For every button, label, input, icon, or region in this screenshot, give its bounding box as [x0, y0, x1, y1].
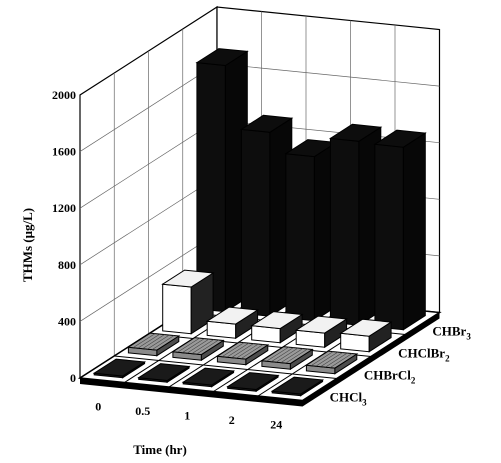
bar-top	[239, 114, 294, 133]
bar-series-0-cat-3	[226, 372, 280, 393]
bar-top	[195, 48, 249, 67]
x-tick-label: 0.5	[135, 404, 150, 418]
floor-front-edge	[80, 378, 303, 407]
bar-front	[240, 128, 271, 317]
bar-top	[137, 363, 191, 382]
bar-hatch	[266, 346, 289, 362]
bar-hatch	[315, 351, 339, 367]
bar-series-0-cat-2	[181, 367, 236, 388]
bar-hatch	[325, 352, 348, 368]
bar-hatch	[137, 333, 161, 349]
bar-series-0-cat-4	[270, 376, 325, 397]
series-label-base: CHBrCl	[364, 368, 411, 383]
bar-top	[226, 372, 280, 391]
bar-hatch	[329, 353, 353, 368]
bar-series-2-cat-3	[294, 315, 349, 349]
floor-side-edge	[302, 312, 440, 407]
bar-series-0-cat-1	[137, 363, 191, 384]
chart-bars	[92, 48, 427, 397]
bar-series-3-cat-4	[373, 129, 427, 331]
bar-series-2-cat-2	[250, 311, 304, 344]
y-tick-label: 0	[70, 371, 76, 385]
x-tick-label: 24	[270, 417, 282, 431]
y-tick-label: 2000	[52, 88, 76, 102]
bar-series-2-cat-0	[161, 269, 215, 335]
bar-series-1-cat-2	[215, 341, 270, 366]
bar-top	[294, 315, 349, 334]
bar-hatch	[280, 348, 303, 363]
bar-hatch	[231, 343, 254, 358]
bar-top	[328, 123, 383, 142]
series-label-base: CHCl	[330, 390, 363, 405]
series-label-3: CHBr3	[432, 324, 471, 342]
bar-top	[205, 306, 260, 325]
bar-hatch	[222, 342, 245, 357]
y-axis-label: THMs (μg/L)	[20, 208, 35, 282]
bar-hatch	[187, 338, 210, 354]
series-label-1: CHBrCl2	[364, 368, 416, 386]
bar-hatch	[191, 339, 214, 354]
bar-top	[181, 367, 236, 386]
chart-tick-labels: 0 400 800 1200 1600 2000 0 0.5 1 2 24	[52, 88, 282, 431]
bar-series-1-cat-4	[304, 350, 359, 375]
bar-series-2-cat-1	[205, 306, 260, 340]
bar-hatch	[276, 347, 299, 363]
bar-series-1-cat-0	[126, 332, 181, 357]
bar-front	[285, 153, 315, 322]
bar-series-3-cat-1	[239, 114, 294, 318]
series-label-base: CHClBr	[398, 346, 445, 361]
bar-hatch	[151, 335, 175, 350]
bar-series-1-cat-3	[260, 346, 314, 371]
series-label-subscript: 2	[411, 376, 416, 386]
bar-front	[329, 137, 360, 326]
bar-hatch	[236, 343, 259, 359]
bar-hatch	[240, 344, 264, 359]
bar-hatch	[142, 334, 165, 349]
bar-series-3-cat-3	[328, 123, 383, 327]
bar-series-0-cat-0	[92, 358, 147, 379]
bar-hatch	[182, 338, 205, 353]
bar-hatch	[311, 351, 334, 366]
x-tick-label: 2	[229, 413, 235, 427]
bar-top	[161, 269, 215, 288]
series-label-0: CHCl3	[330, 390, 368, 408]
bar-hatch	[226, 342, 250, 358]
bar-hatch	[147, 334, 170, 350]
bar-series-1-cat-1	[171, 337, 225, 362]
bar-hatch	[271, 347, 294, 362]
floor-row-line-1	[114, 355, 337, 379]
bar-top	[373, 129, 427, 148]
bar-top	[92, 358, 147, 377]
bar-front	[162, 283, 192, 335]
series-label-base: CHBr	[432, 324, 466, 339]
bar-top	[250, 311, 304, 330]
bar-hatch	[177, 337, 200, 353]
bar-front	[374, 143, 404, 331]
y-tick-label: 800	[58, 258, 76, 272]
bar-hatch	[285, 348, 308, 364]
bar-series-3-cat-2	[284, 139, 338, 322]
series-label-subscript: 3	[362, 398, 367, 408]
bar-series-2-cat-4	[339, 318, 393, 353]
bar-top	[270, 376, 325, 395]
x-tick-label: 0	[95, 399, 101, 413]
series-label-2: CHClBr2	[398, 346, 450, 364]
y-tick-label: 1200	[52, 201, 76, 215]
series-label-subscript: 3	[466, 332, 471, 342]
bar-hatch	[133, 333, 156, 348]
bar-hatch	[320, 352, 343, 367]
bar-side	[402, 132, 426, 331]
bar-hatch	[196, 339, 219, 355]
series-label-subscript: 2	[445, 354, 450, 364]
y-tick-label: 400	[58, 314, 76, 328]
x-tick-label: 1	[184, 408, 190, 422]
bar-top	[339, 318, 393, 337]
x-axis-label: Time (hr)	[133, 442, 187, 457]
y-tick-label: 1600	[52, 145, 76, 159]
